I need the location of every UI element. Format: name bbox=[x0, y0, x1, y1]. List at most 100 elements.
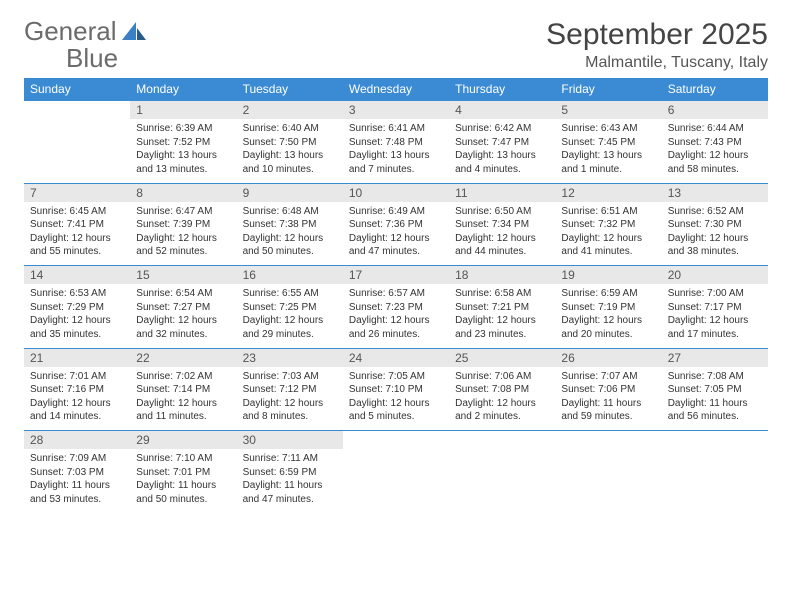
day-number-row: 14151617181920 bbox=[24, 266, 768, 285]
day-info-line: Daylight: 12 hours and 55 minutes. bbox=[30, 232, 124, 259]
day-cell: Sunrise: 6:57 AMSunset: 7:23 PMDaylight:… bbox=[343, 284, 449, 348]
day-cell: Sunrise: 6:43 AMSunset: 7:45 PMDaylight:… bbox=[555, 119, 661, 183]
day-content-row: Sunrise: 7:09 AMSunset: 7:03 PMDaylight:… bbox=[24, 449, 768, 513]
day-info-line: Sunrise: 6:48 AM bbox=[243, 205, 337, 219]
day-info-line: Sunset: 7:12 PM bbox=[243, 383, 337, 397]
day-info-line: Sunrise: 6:40 AM bbox=[243, 122, 337, 136]
day-info-line: Sunset: 7:39 PM bbox=[136, 218, 230, 232]
weekday-header: Thursday bbox=[449, 78, 555, 101]
day-info-line: Sunset: 7:29 PM bbox=[30, 301, 124, 315]
day-info-line: Sunrise: 7:02 AM bbox=[136, 370, 230, 384]
day-cell: Sunrise: 6:53 AMSunset: 7:29 PMDaylight:… bbox=[24, 284, 130, 348]
day-info-line: Daylight: 11 hours and 47 minutes. bbox=[243, 479, 337, 506]
weekday-header: Sunday bbox=[24, 78, 130, 101]
day-number: 13 bbox=[662, 183, 768, 202]
day-cell: Sunrise: 6:50 AMSunset: 7:34 PMDaylight:… bbox=[449, 202, 555, 266]
day-info-line: Daylight: 12 hours and 5 minutes. bbox=[349, 397, 443, 424]
day-number: 6 bbox=[662, 101, 768, 120]
day-info-line: Sunrise: 6:49 AM bbox=[349, 205, 443, 219]
day-number: 12 bbox=[555, 183, 661, 202]
day-cell bbox=[24, 119, 130, 183]
day-number: 9 bbox=[237, 183, 343, 202]
header: General Blue September 2025 Malmantile, … bbox=[24, 18, 768, 72]
day-number: 4 bbox=[449, 101, 555, 120]
day-number: 25 bbox=[449, 348, 555, 367]
day-number: 3 bbox=[343, 101, 449, 120]
day-cell: Sunrise: 6:47 AMSunset: 7:39 PMDaylight:… bbox=[130, 202, 236, 266]
day-number: 14 bbox=[24, 266, 130, 285]
day-info-line: Sunrise: 6:47 AM bbox=[136, 205, 230, 219]
day-info-line: Daylight: 12 hours and 26 minutes. bbox=[349, 314, 443, 341]
day-info-line: Daylight: 12 hours and 52 minutes. bbox=[136, 232, 230, 259]
day-info-line: Sunrise: 6:53 AM bbox=[30, 287, 124, 301]
day-cell: Sunrise: 7:11 AMSunset: 6:59 PMDaylight:… bbox=[237, 449, 343, 513]
day-info-line: Sunrise: 6:42 AM bbox=[455, 122, 549, 136]
day-number: 17 bbox=[343, 266, 449, 285]
day-number: 7 bbox=[24, 183, 130, 202]
day-number: 22 bbox=[130, 348, 236, 367]
day-number bbox=[555, 431, 661, 450]
day-cell: Sunrise: 7:08 AMSunset: 7:05 PMDaylight:… bbox=[662, 367, 768, 431]
day-number: 27 bbox=[662, 348, 768, 367]
day-info-line: Sunset: 7:23 PM bbox=[349, 301, 443, 315]
day-info-line: Sunrise: 6:44 AM bbox=[668, 122, 762, 136]
weekday-header: Friday bbox=[555, 78, 661, 101]
day-info-line: Sunset: 7:19 PM bbox=[561, 301, 655, 315]
day-cell: Sunrise: 6:48 AMSunset: 7:38 PMDaylight:… bbox=[237, 202, 343, 266]
day-cell: Sunrise: 7:10 AMSunset: 7:01 PMDaylight:… bbox=[130, 449, 236, 513]
day-cell: Sunrise: 6:55 AMSunset: 7:25 PMDaylight:… bbox=[237, 284, 343, 348]
day-number: 1 bbox=[130, 101, 236, 120]
day-cell: Sunrise: 6:54 AMSunset: 7:27 PMDaylight:… bbox=[130, 284, 236, 348]
day-cell: Sunrise: 6:42 AMSunset: 7:47 PMDaylight:… bbox=[449, 119, 555, 183]
day-cell: Sunrise: 7:09 AMSunset: 7:03 PMDaylight:… bbox=[24, 449, 130, 513]
day-info-line: Sunrise: 6:54 AM bbox=[136, 287, 230, 301]
day-number: 20 bbox=[662, 266, 768, 285]
day-info-line: Sunrise: 7:03 AM bbox=[243, 370, 337, 384]
day-info-line: Daylight: 12 hours and 8 minutes. bbox=[243, 397, 337, 424]
day-info-line: Sunrise: 6:58 AM bbox=[455, 287, 549, 301]
day-info-line: Daylight: 12 hours and 38 minutes. bbox=[668, 232, 762, 259]
day-info-line: Sunset: 7:14 PM bbox=[136, 383, 230, 397]
day-info-line: Sunrise: 6:57 AM bbox=[349, 287, 443, 301]
day-number bbox=[662, 431, 768, 450]
month-title: September 2025 bbox=[546, 18, 768, 52]
day-info-line: Sunset: 7:52 PM bbox=[136, 136, 230, 150]
day-info-line: Daylight: 12 hours and 29 minutes. bbox=[243, 314, 337, 341]
weekday-header: Wednesday bbox=[343, 78, 449, 101]
weekday-header-row: SundayMondayTuesdayWednesdayThursdayFrid… bbox=[24, 78, 768, 101]
day-number: 28 bbox=[24, 431, 130, 450]
day-cell: Sunrise: 6:40 AMSunset: 7:50 PMDaylight:… bbox=[237, 119, 343, 183]
day-info-line: Sunrise: 7:09 AM bbox=[30, 452, 124, 466]
title-block: September 2025 Malmantile, Tuscany, Ital… bbox=[546, 18, 768, 72]
day-info-line: Sunrise: 7:10 AM bbox=[136, 452, 230, 466]
day-number-row: 78910111213 bbox=[24, 183, 768, 202]
day-info-line: Sunrise: 6:52 AM bbox=[668, 205, 762, 219]
day-number: 26 bbox=[555, 348, 661, 367]
day-info-line: Sunset: 7:27 PM bbox=[136, 301, 230, 315]
day-number: 8 bbox=[130, 183, 236, 202]
day-info-line: Sunset: 7:21 PM bbox=[455, 301, 549, 315]
day-info-line: Daylight: 13 hours and 13 minutes. bbox=[136, 149, 230, 176]
day-cell: Sunrise: 7:00 AMSunset: 7:17 PMDaylight:… bbox=[662, 284, 768, 348]
day-info-line: Sunrise: 6:51 AM bbox=[561, 205, 655, 219]
day-cell: Sunrise: 6:45 AMSunset: 7:41 PMDaylight:… bbox=[24, 202, 130, 266]
day-info-line: Sunrise: 7:11 AM bbox=[243, 452, 337, 466]
day-number: 5 bbox=[555, 101, 661, 120]
day-info-line: Sunrise: 7:08 AM bbox=[668, 370, 762, 384]
day-cell: Sunrise: 7:06 AMSunset: 7:08 PMDaylight:… bbox=[449, 367, 555, 431]
day-number: 2 bbox=[237, 101, 343, 120]
day-info-line: Daylight: 11 hours and 59 minutes. bbox=[561, 397, 655, 424]
day-info-line: Sunset: 7:48 PM bbox=[349, 136, 443, 150]
day-cell: Sunrise: 7:05 AMSunset: 7:10 PMDaylight:… bbox=[343, 367, 449, 431]
day-cell: Sunrise: 6:44 AMSunset: 7:43 PMDaylight:… bbox=[662, 119, 768, 183]
day-info-line: Sunset: 7:41 PM bbox=[30, 218, 124, 232]
location: Malmantile, Tuscany, Italy bbox=[546, 54, 768, 72]
day-number: 11 bbox=[449, 183, 555, 202]
day-info-line: Sunset: 7:45 PM bbox=[561, 136, 655, 150]
day-cell: Sunrise: 7:02 AMSunset: 7:14 PMDaylight:… bbox=[130, 367, 236, 431]
day-content-row: Sunrise: 6:39 AMSunset: 7:52 PMDaylight:… bbox=[24, 119, 768, 183]
day-number bbox=[449, 431, 555, 450]
day-info-line: Sunset: 7:16 PM bbox=[30, 383, 124, 397]
day-info-line: Sunset: 7:30 PM bbox=[668, 218, 762, 232]
day-info-line: Sunset: 7:36 PM bbox=[349, 218, 443, 232]
